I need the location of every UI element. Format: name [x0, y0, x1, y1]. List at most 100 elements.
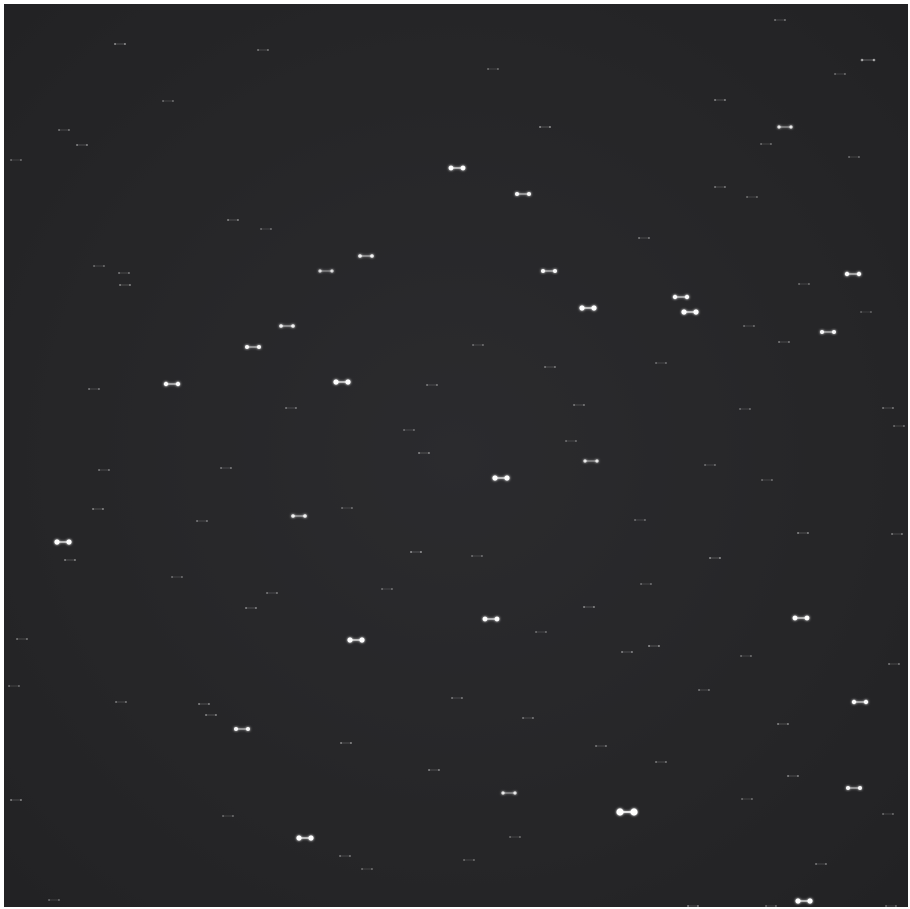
- faint-star: [58, 129, 70, 131]
- bright-star: [291, 514, 307, 518]
- faint-star: [339, 855, 351, 857]
- faint-star: [341, 507, 353, 509]
- bright-star: [672, 294, 690, 300]
- faint-star: [687, 905, 699, 907]
- faint-star: [48, 899, 60, 901]
- bright-star: [820, 330, 836, 334]
- faint-star: [698, 689, 710, 691]
- bright-star: [163, 381, 181, 387]
- faint-star: [797, 532, 809, 534]
- faint-star: [220, 467, 232, 469]
- faint-star: [8, 685, 20, 687]
- bright-star: [777, 125, 793, 129]
- faint-star: [741, 798, 753, 800]
- bright-star: [318, 269, 334, 273]
- faint-star: [760, 143, 772, 145]
- faint-star: [761, 479, 773, 481]
- faint-star: [426, 384, 438, 386]
- faint-star: [739, 408, 751, 410]
- bright-star: [296, 835, 314, 841]
- faint-star: [403, 429, 415, 431]
- bright-star: [846, 786, 862, 790]
- bright-star: [54, 539, 72, 545]
- faint-star: [787, 775, 799, 777]
- faint-star: [260, 228, 272, 230]
- faint-star: [740, 655, 752, 657]
- faint-star: [222, 815, 234, 817]
- faint-star: [196, 520, 208, 522]
- faint-star: [64, 559, 76, 561]
- faint-star: [573, 404, 585, 406]
- bright-star: [347, 637, 365, 643]
- faint-star: [539, 126, 551, 128]
- faint-star: [487, 68, 499, 70]
- faint-star: [640, 583, 652, 585]
- faint-star: [774, 19, 786, 21]
- faint-star: [709, 557, 721, 559]
- bright-star: [245, 345, 261, 349]
- faint-star: [882, 813, 894, 815]
- faint-star: [245, 607, 257, 609]
- night-sky-photo: [4, 4, 908, 907]
- faint-star: [746, 196, 758, 198]
- faint-star: [777, 723, 789, 725]
- faint-star: [98, 469, 110, 471]
- faint-star: [848, 156, 860, 158]
- bright-star: [541, 269, 557, 273]
- faint-star: [119, 284, 131, 286]
- bright-star: [616, 808, 638, 816]
- faint-star: [595, 745, 607, 747]
- faint-star: [714, 186, 726, 188]
- faint-star: [10, 159, 22, 161]
- bright-star: [579, 305, 597, 311]
- faint-star: [893, 425, 905, 427]
- faint-star: [834, 73, 846, 75]
- faint-star: [714, 99, 726, 101]
- faint-star: [634, 519, 646, 521]
- bright-star: [279, 324, 295, 328]
- bright-star: [515, 192, 531, 196]
- faint-star: [266, 592, 278, 594]
- faint-star: [227, 219, 239, 221]
- faint-star: [583, 606, 595, 608]
- bright-star: [681, 309, 699, 315]
- faint-star: [655, 362, 667, 364]
- faint-star: [882, 407, 894, 409]
- faint-star: [88, 388, 100, 390]
- bright-star: [860, 58, 876, 62]
- faint-star: [509, 836, 521, 838]
- bright-star: [482, 616, 500, 622]
- bright-star: [583, 459, 599, 463]
- faint-star: [891, 533, 903, 535]
- faint-star: [463, 859, 475, 861]
- faint-star: [765, 905, 777, 907]
- bright-star: [448, 165, 466, 171]
- faint-star: [114, 43, 126, 45]
- bright-star: [792, 615, 810, 621]
- faint-star: [544, 366, 556, 368]
- faint-star: [410, 551, 422, 553]
- faint-star: [885, 905, 897, 907]
- faint-star: [92, 508, 104, 510]
- faint-star: [428, 769, 440, 771]
- faint-star: [198, 703, 210, 705]
- faint-star: [638, 237, 650, 239]
- bright-star: [501, 791, 517, 795]
- bright-star: [358, 254, 374, 258]
- faint-star: [704, 464, 716, 466]
- faint-star: [171, 576, 183, 578]
- bright-star: [333, 379, 351, 385]
- faint-star: [162, 100, 174, 102]
- faint-star: [621, 651, 633, 653]
- bright-star: [844, 271, 862, 277]
- faint-star: [418, 452, 430, 454]
- faint-star: [16, 638, 28, 640]
- faint-star: [648, 645, 660, 647]
- faint-star: [471, 555, 483, 557]
- faint-star: [285, 407, 297, 409]
- faint-star: [257, 49, 269, 51]
- faint-star: [115, 701, 127, 703]
- faint-star: [118, 272, 130, 274]
- faint-star: [778, 341, 790, 343]
